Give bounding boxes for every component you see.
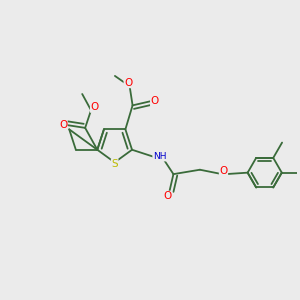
Text: O: O [124, 78, 132, 88]
Text: O: O [151, 96, 159, 106]
Text: O: O [219, 166, 228, 176]
Text: O: O [90, 102, 99, 112]
Text: O: O [164, 191, 172, 201]
Text: NH: NH [153, 152, 166, 161]
Text: O: O [59, 120, 67, 130]
Text: S: S [111, 159, 118, 169]
